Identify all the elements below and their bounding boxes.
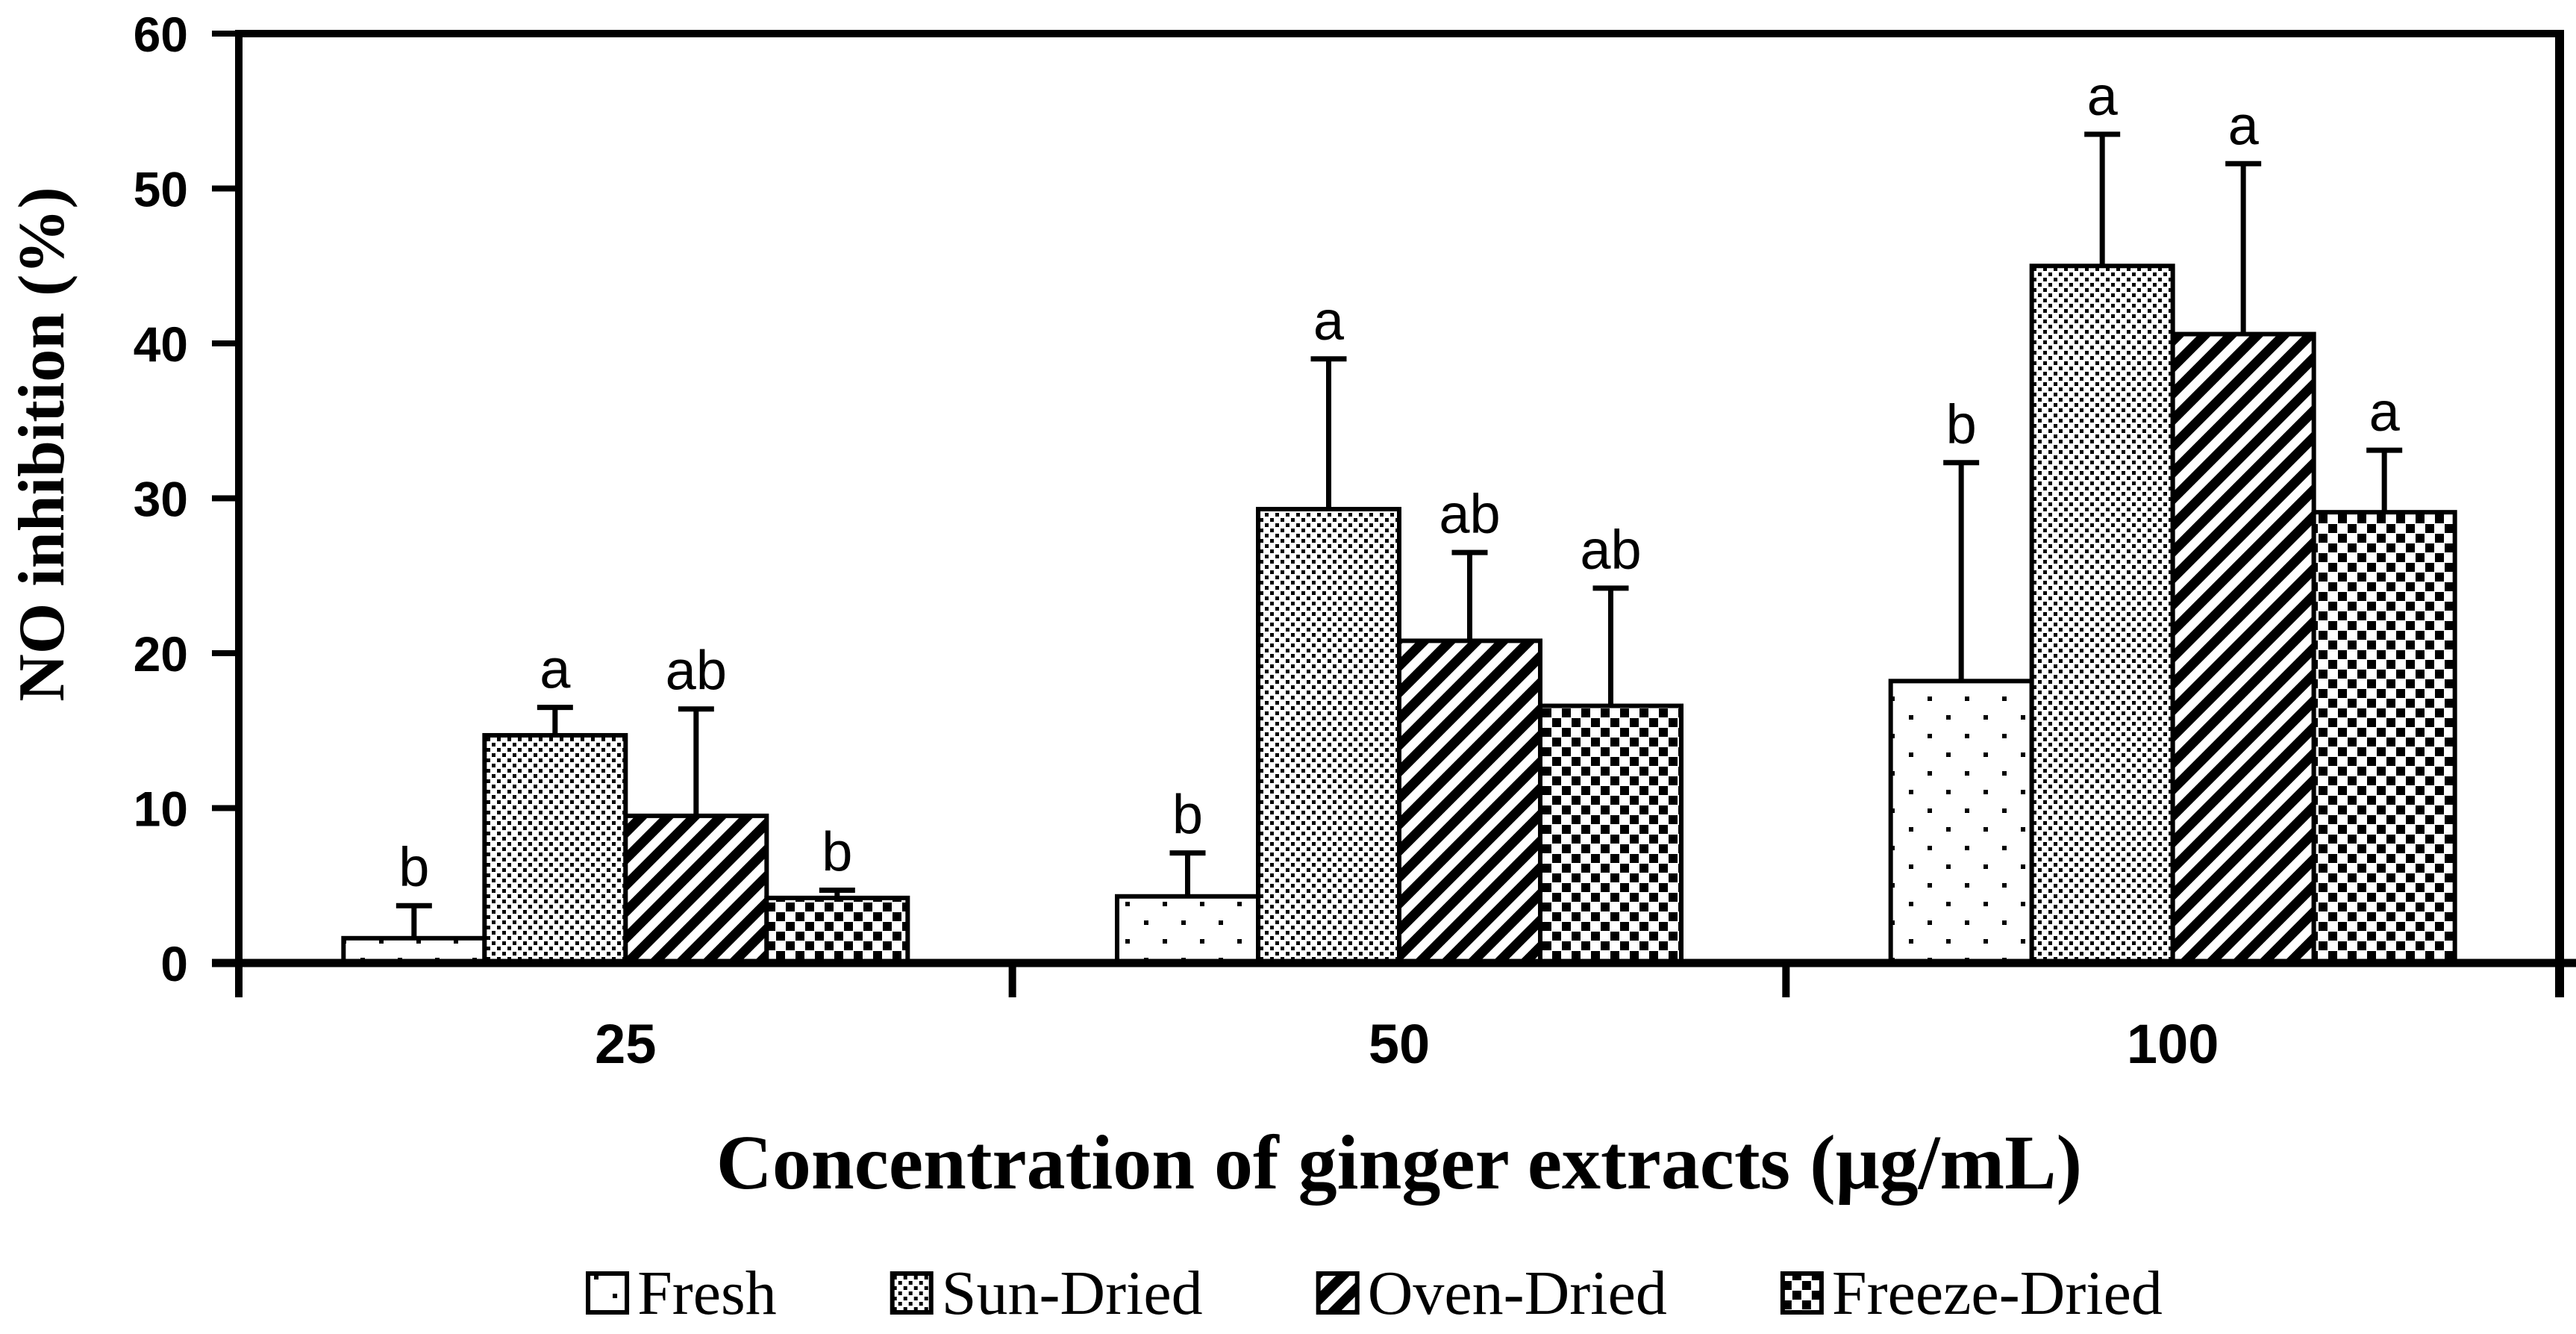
y-tick-label-0: 0 — [160, 936, 188, 991]
legend-item-freeze-dried: Freeze-Dried — [1780, 1259, 2163, 1328]
x-tick-label-100: 100 — [2127, 1013, 2219, 1075]
bar-freeze-dried-25 — [764, 895, 910, 965]
sig-letter-fresh-50: b — [1172, 784, 1203, 846]
legend-swatch-oven-dried — [1316, 1271, 1360, 1315]
bar-oven-dried-100 — [2170, 331, 2316, 965]
bar-oven-dried-50 — [1397, 638, 1542, 966]
x-tick-label-25: 25 — [595, 1013, 656, 1075]
sig-letter-sun-dried-50: a — [1313, 290, 1345, 352]
y-axis-title: NO inhibition (%) — [6, 187, 78, 701]
y-tick-label-50: 50 — [134, 161, 188, 216]
sig-letter-freeze-dried-25: b — [822, 820, 852, 882]
y-tick-label-20: 20 — [134, 626, 188, 682]
legend-item-sun-dried: Sun-Dried — [890, 1259, 1203, 1328]
y-tick-label-30: 30 — [134, 471, 188, 526]
legend-swatch-fresh — [586, 1271, 630, 1315]
sig-letter-oven-dried-25: ab — [666, 640, 727, 702]
y-tick-label-60: 60 — [134, 7, 188, 62]
bar-freeze-dried-50 — [1538, 703, 1684, 965]
legend-label-fresh: Fresh — [637, 1259, 777, 1328]
legend-item-oven-dried: Oven-Dried — [1316, 1259, 1667, 1328]
legend-swatch-sun-dried — [890, 1271, 934, 1315]
bars-layer — [341, 264, 2457, 966]
bar-fresh-50 — [1115, 894, 1260, 966]
legend-label-oven-dried: Oven-Dried — [1368, 1259, 1667, 1328]
legend-item-fresh: Fresh — [586, 1259, 777, 1328]
bar-oven-dried-25 — [623, 813, 769, 965]
y-tick-label-40: 40 — [134, 317, 188, 372]
sig-letter-oven-dried-100: a — [2228, 94, 2260, 156]
bar-sun-dried-25 — [482, 732, 628, 965]
sig-letter-freeze-dried-100: a — [2369, 381, 2401, 443]
sig-letter-fresh-100: b — [1946, 393, 1977, 455]
sig-letter-freeze-dried-50: ab — [1580, 519, 1641, 581]
axes-layer — [212, 30, 2576, 997]
y-tick-label-10: 10 — [134, 781, 188, 836]
bar-sun-dried-100 — [2029, 264, 2175, 965]
x-axis-title: Concentration of ginger extracts (μg/mL) — [716, 1120, 2082, 1206]
bar-fresh-100 — [1888, 679, 2034, 965]
error-bars-layer — [396, 131, 2403, 938]
legend-swatch-freeze-dried — [1780, 1271, 1824, 1315]
sig-letter-oven-dried-50: ab — [1439, 483, 1500, 545]
sig-letter-fresh-25: b — [398, 836, 429, 898]
bar-freeze-dried-100 — [2311, 510, 2457, 965]
ticks-layer: 0 10 20 30 40 50 60 25 50 100 — [134, 7, 2563, 1075]
x-tick-label-50: 50 — [1369, 1013, 1430, 1075]
sig-letter-sun-dried-25: a — [540, 638, 571, 700]
legend-label-freeze-dried: Freeze-Dried — [1832, 1259, 2163, 1328]
sig-letter-sun-dried-100: a — [2087, 65, 2119, 127]
legend: Fresh Sun-Dried Oven-Dried Freeze-Dried — [586, 1259, 2163, 1328]
legend-label-sun-dried: Sun-Dried — [942, 1259, 1203, 1328]
bar-sun-dried-50 — [1256, 507, 1401, 965]
